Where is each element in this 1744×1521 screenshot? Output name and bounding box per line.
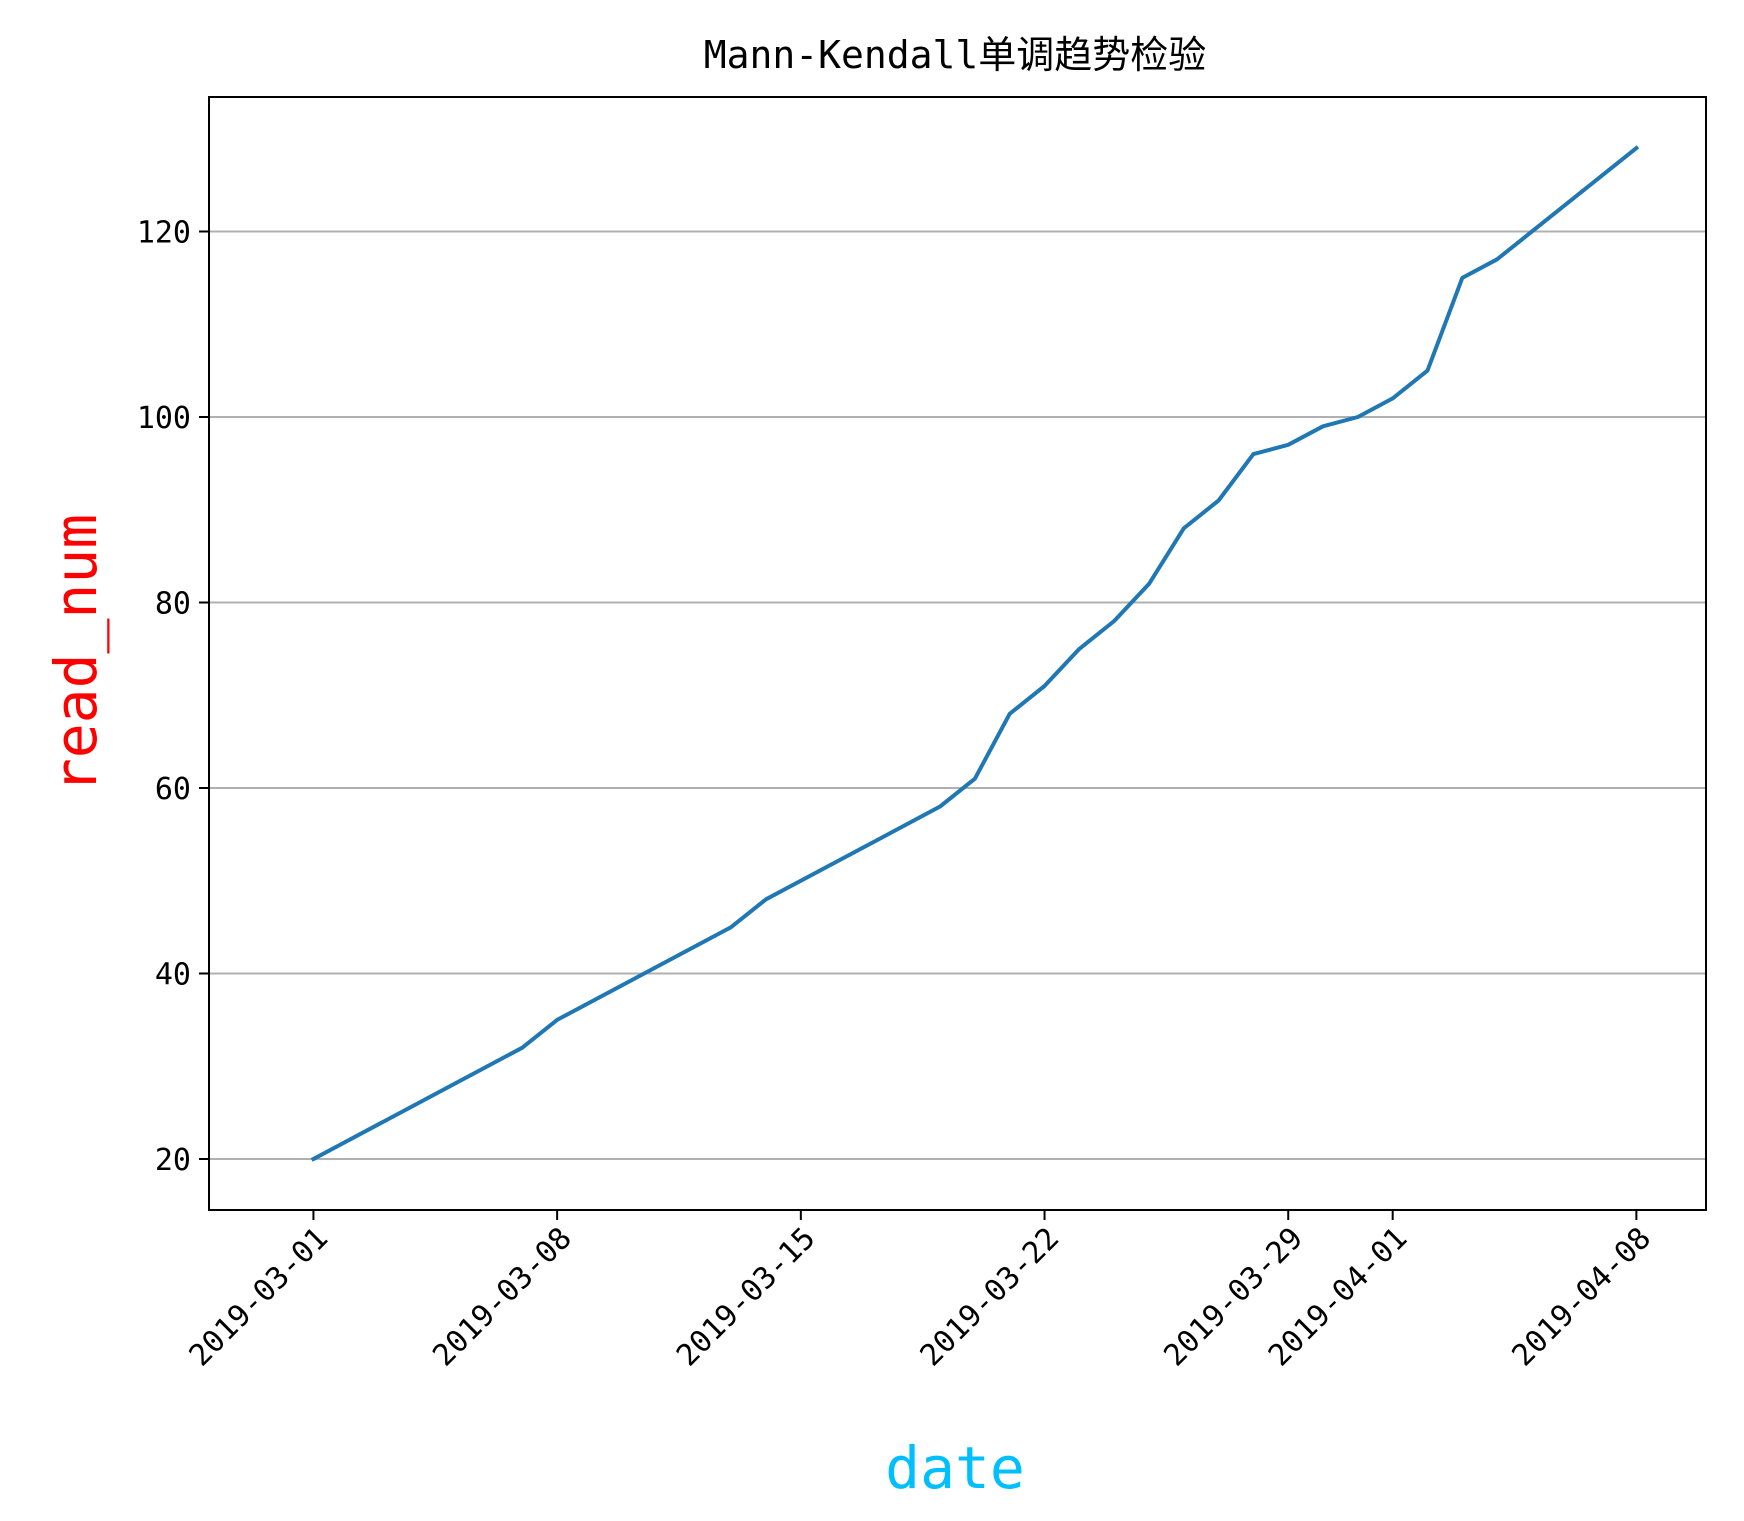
x-tick-label-6: 2019-04-08 — [1506, 1221, 1658, 1373]
series-layer — [310, 145, 1640, 1162]
y-axis: 20 40 60 80 100 120 — [137, 215, 209, 1178]
grid-lines — [209, 230, 1706, 1160]
y-tick-label-3: 80 — [155, 586, 191, 621]
y-tick-label-4: 100 — [137, 401, 191, 436]
y-tick-label-0: 20 — [155, 1143, 191, 1178]
y-tick-label-5: 120 — [137, 215, 191, 250]
x-tick-label-3: 2019-03-22 — [914, 1221, 1066, 1373]
x-axis-label: date — [885, 1434, 1025, 1502]
x-tick-label-2: 2019-03-15 — [670, 1221, 822, 1373]
x-tick-label-1: 2019-03-08 — [426, 1221, 578, 1373]
plot-frame — [208, 96, 1707, 1211]
y-tick-label-2: 60 — [155, 772, 191, 807]
y-tick-label-1: 40 — [155, 957, 191, 992]
chart-title: Mann-Kendall单调趋势检验 — [704, 33, 1207, 77]
y-axis-label: read_num — [42, 514, 110, 793]
series-line-0 — [310, 145, 1640, 1162]
x-tick-label-0: 2019-03-01 — [183, 1221, 335, 1373]
x-axis: 2019-03-01 2019-03-08 2019-03-15 2019-03-22… — [183, 1210, 1658, 1373]
